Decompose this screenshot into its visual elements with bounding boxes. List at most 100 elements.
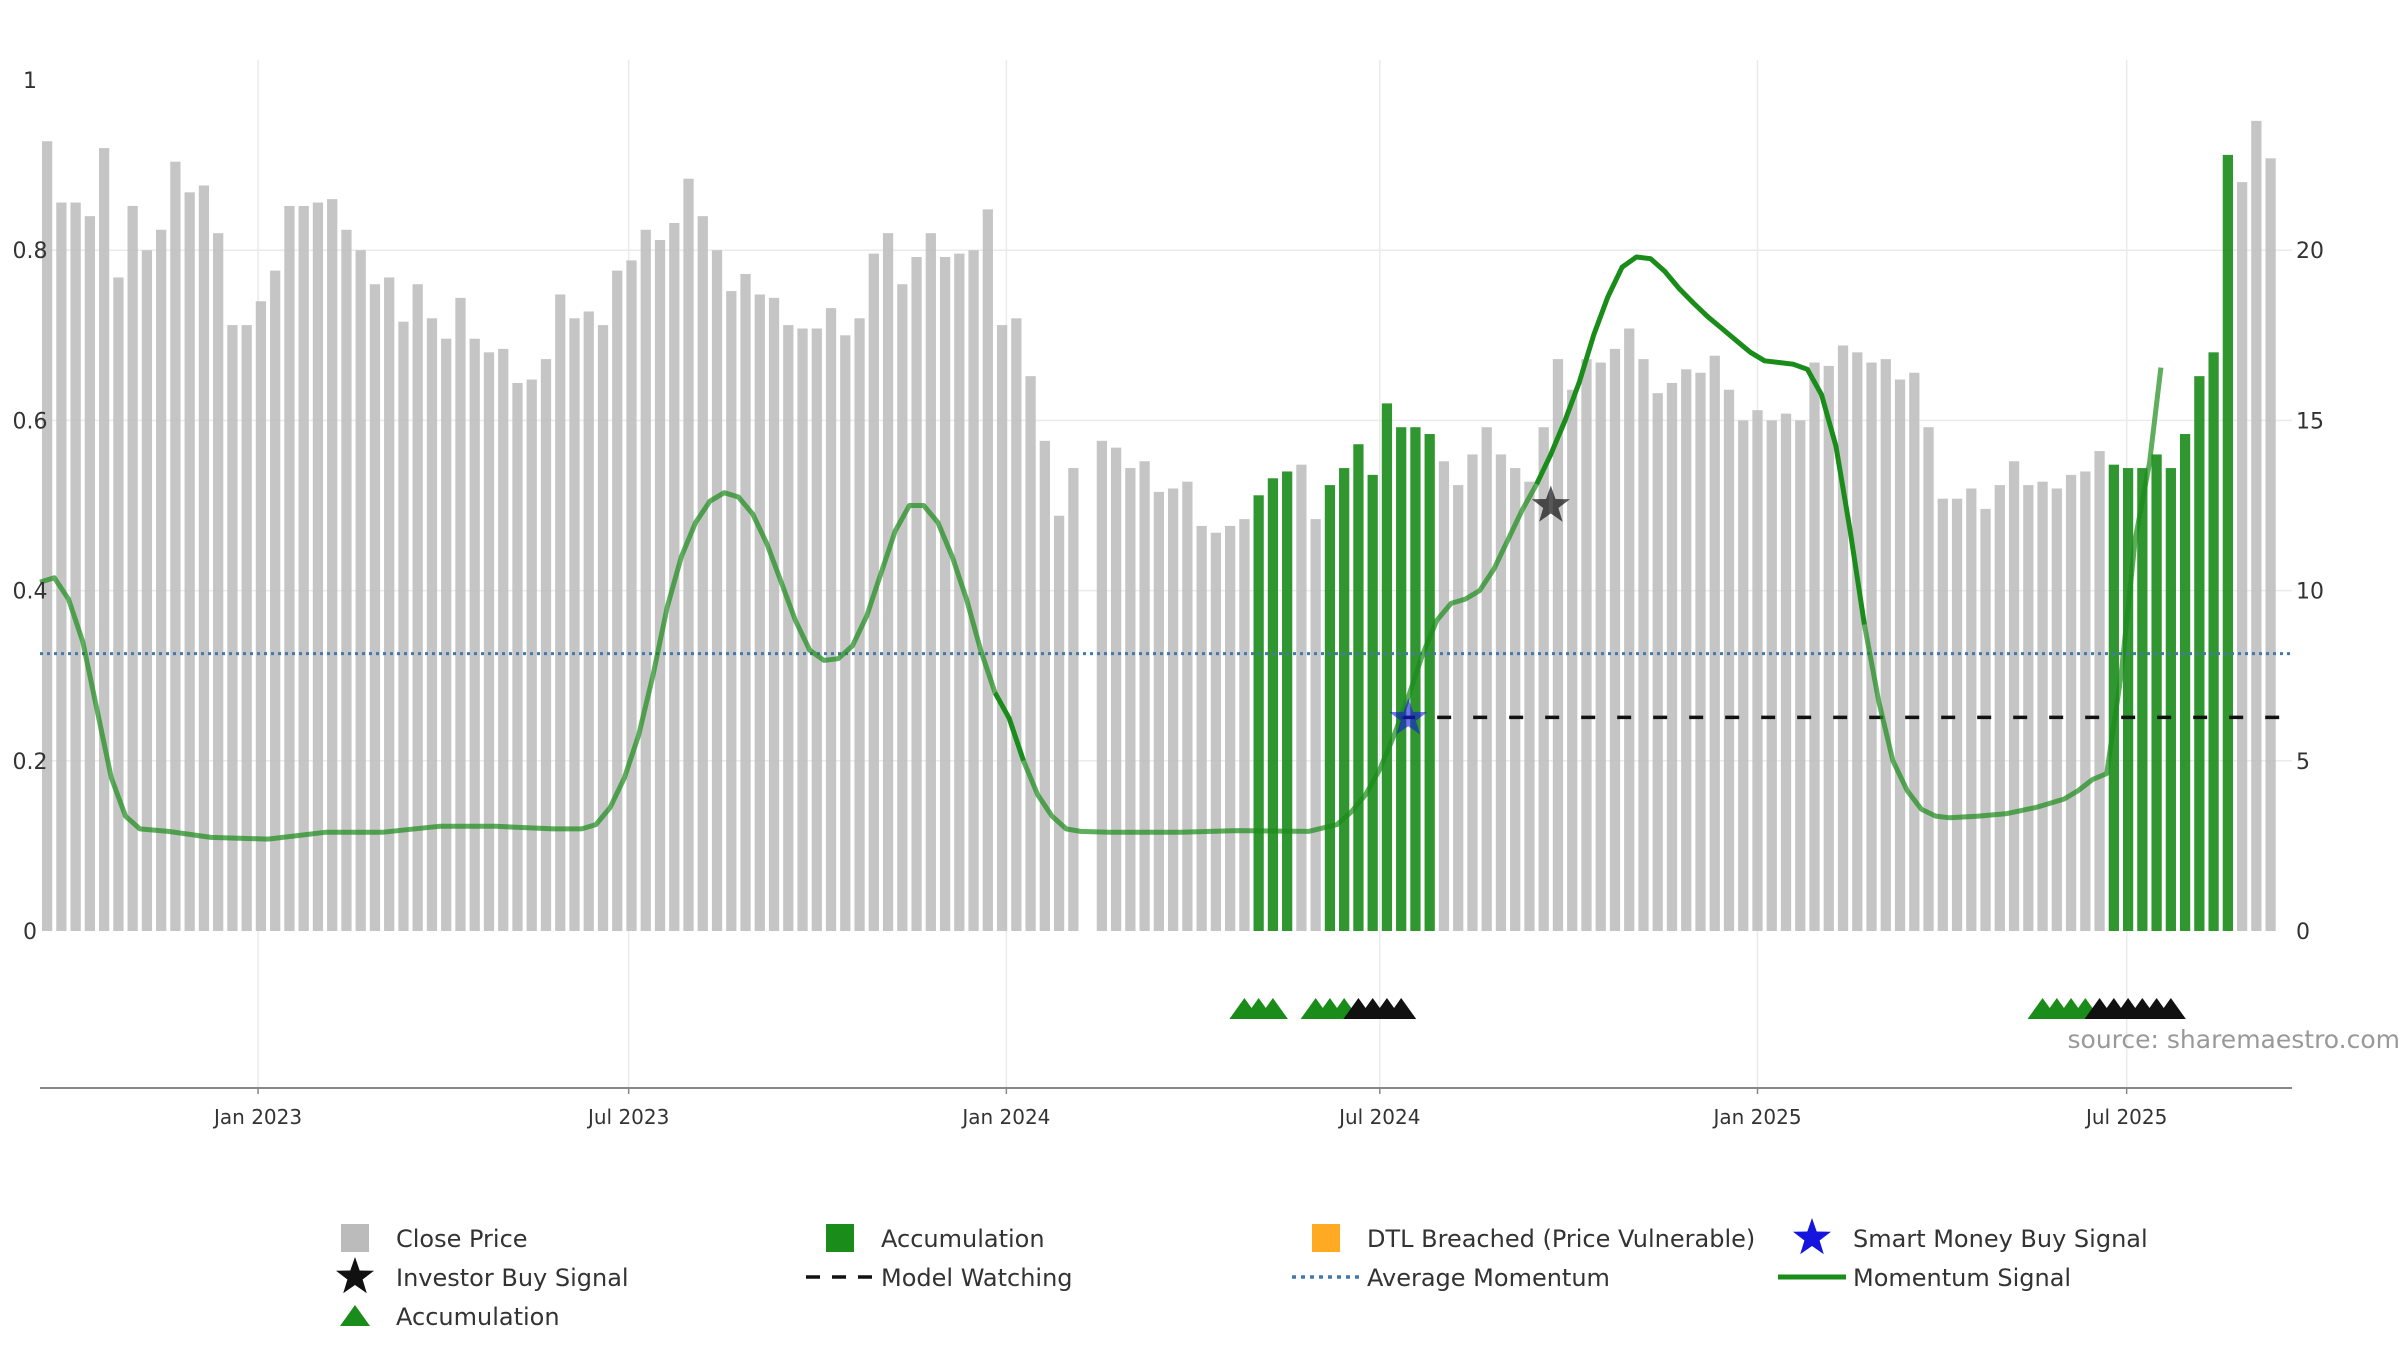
close-price-bar — [198, 185, 210, 932]
close-price-bar — [84, 216, 96, 931]
close-price-bar — [1795, 420, 1806, 931]
close-price-bar — [1780, 413, 1792, 931]
y-left-tick-label: 0.8 — [13, 239, 48, 264]
close-price-bar — [540, 359, 552, 931]
close-price-bar — [840, 335, 851, 931]
x-tick-label: Jan 2025 — [1711, 1105, 1801, 1129]
signal-markers — [1389, 485, 1570, 735]
close-price-bar — [597, 325, 609, 931]
close-price-bar — [612, 270, 623, 931]
close-price-bar — [1025, 376, 1036, 931]
close-price-bar — [925, 233, 936, 931]
close-price-bar — [1182, 481, 1193, 931]
close-price-bar — [1609, 348, 1621, 931]
y-left-tick-label: 1 — [23, 69, 37, 94]
close-price-bar — [854, 318, 865, 931]
legend-item: Average Momentum — [1292, 1264, 1610, 1292]
accumulation-bar — [1353, 444, 1364, 931]
close-price-bar — [1524, 481, 1535, 931]
legend-item: DTL Breached (Price Vulnerable) — [1312, 1224, 1755, 1253]
close-price-bar — [298, 205, 309, 931]
close-price-bar — [255, 301, 267, 931]
close-price-bar — [384, 277, 395, 931]
close-price-bar — [1068, 468, 1079, 931]
close-price-bar — [1139, 461, 1150, 931]
close-price-bar — [1153, 491, 1165, 931]
close-price-bar — [1167, 488, 1179, 931]
close-price-bar — [469, 338, 480, 932]
close-price-bar — [811, 328, 822, 931]
close-price-bar — [1823, 365, 1834, 931]
close-price-bar — [141, 250, 153, 931]
accumulation-bar — [2222, 154, 2233, 931]
y-left-tick-label: 0.2 — [13, 750, 48, 775]
close-price-bar — [127, 205, 138, 931]
accumulation-triangle-black — [2155, 998, 2186, 1019]
accumulation-bar — [1282, 471, 1293, 931]
close-price-bar — [2008, 461, 2020, 931]
x-tick-label: Jul 2023 — [586, 1105, 669, 1129]
close-price-bar — [1652, 393, 1663, 932]
close-price-bar — [241, 325, 252, 931]
close-price-bar — [996, 325, 1008, 931]
close-price-bar — [754, 294, 765, 931]
close-price-bar — [1495, 454, 1507, 931]
close-price-bar — [1481, 427, 1492, 931]
momentum-line-strong — [992, 691, 1026, 762]
close-price-bar — [882, 233, 894, 931]
close-price-bar — [1766, 420, 1777, 931]
close-price-bar — [1866, 362, 1877, 932]
close-price-bar — [768, 297, 780, 932]
close-price-bar — [270, 270, 281, 931]
close-price-bar — [569, 318, 580, 931]
close-price-bar — [341, 229, 352, 931]
legend-label: Momentum Signal — [1853, 1264, 2071, 1292]
y-left-tick-label: 0.6 — [13, 409, 48, 434]
close-price-bar — [740, 274, 751, 931]
close-price-bar — [954, 253, 965, 931]
close-price-bar — [1011, 318, 1022, 931]
legend-item: Smart Money Buy Signal — [1793, 1218, 2148, 1255]
accumulation-triangle — [1257, 998, 1288, 1019]
close-price-bar — [227, 325, 238, 931]
close-price-bar — [1552, 359, 1564, 931]
close-price-bar — [327, 199, 338, 931]
close-price-bar — [1595, 362, 1606, 932]
y-right-tick-label: 5 — [2296, 750, 2310, 775]
legend: Close Price Accumulation DTL Breached (Pri… — [336, 1218, 2148, 1331]
close-price-bar — [697, 216, 708, 931]
close-price-bar — [2023, 485, 2034, 931]
close-price-bar — [1738, 420, 1749, 931]
close-price-bar — [1581, 359, 1592, 931]
momentum-line-strong — [1534, 254, 1867, 625]
close-price-bar — [412, 284, 423, 931]
close-price-bar — [1053, 515, 1065, 931]
close-price-bar — [1510, 468, 1521, 931]
close-price-bar — [1196, 525, 1207, 931]
close-price-bar — [683, 178, 694, 931]
close-price-bar — [99, 148, 110, 931]
accumulation-bar — [1253, 495, 1264, 931]
close-price-bar — [1723, 389, 1735, 931]
close-price-bar — [441, 338, 452, 932]
close-price-bar — [1923, 427, 1934, 931]
close-price-bar — [426, 318, 438, 931]
close-price-bar — [1852, 352, 1863, 931]
momentum-line-faded — [1021, 482, 1539, 835]
close-price-bar — [711, 250, 723, 931]
y-left-tick-label: 0.4 — [13, 580, 48, 605]
close-price-bar — [1624, 328, 1635, 931]
close-price-bar — [355, 250, 366, 931]
smart-money-buy-star — [1389, 698, 1428, 735]
close-price-bar — [398, 321, 409, 932]
y-right-tick-label: 15 — [2296, 409, 2324, 434]
close-price-bar — [1638, 359, 1649, 931]
close-price-bar — [1666, 382, 1678, 931]
close-price-bar — [1296, 464, 1307, 931]
legend-item: Close Price — [341, 1224, 528, 1253]
close-price-bar — [512, 382, 523, 931]
close-price-bar — [911, 257, 922, 931]
close-price-bar — [1880, 359, 1891, 931]
close-price-bar — [1695, 372, 1706, 931]
